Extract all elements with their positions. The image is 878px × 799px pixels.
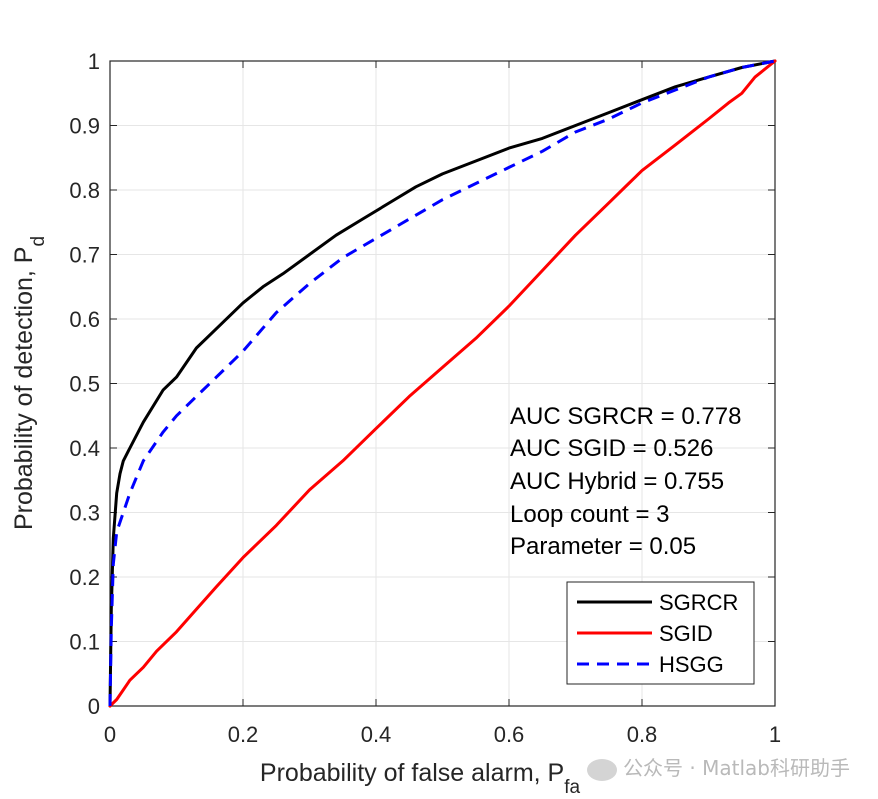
y-tick-label: 0.8 — [69, 178, 100, 203]
x-tick-label: 1 — [769, 722, 781, 747]
series-lines — [108, 59, 777, 708]
x-tick-label: 0.4 — [361, 722, 392, 747]
auc-annotations: AUC SGRCR = 0.778 AUC SGID = 0.526 AUC H… — [510, 403, 741, 560]
y-tick-label: 0.1 — [69, 630, 100, 655]
y-tick-label: 0.2 — [69, 565, 100, 590]
annotation-loop-count: Loop count = 3 — [510, 501, 669, 528]
y-tick-label: 1 — [88, 49, 100, 74]
y-tick-label: 0.4 — [69, 436, 100, 461]
x-tick-label: 0.6 — [494, 722, 525, 747]
y-tick-label: 0.3 — [69, 501, 100, 526]
annotation-parameter: Parameter = 0.05 — [510, 533, 696, 560]
series-line-sgrcr — [108, 59, 777, 708]
axis-ticks: 0 0.2 0.4 0.6 0.8 1 0 0.1 0.2 0.3 0.4 0.5 0.6 0.7 0.8 0… — [69, 49, 781, 747]
y-axis-label-subscript: d — [28, 236, 49, 247]
annotation-auc-sgrcr: AUC SGRCR = 0.778 — [510, 403, 741, 430]
y-tick-label: 0 — [88, 694, 100, 719]
y-axis-label-main: Probability of detection, P — [10, 247, 38, 531]
wechat-icon — [587, 758, 618, 781]
x-tick-label: 0.2 — [228, 722, 259, 747]
y-tick-label: 0.7 — [69, 243, 100, 268]
y-tick-label: 0.6 — [69, 307, 100, 332]
watermark: 公众号 · Matlab科研助手 — [587, 752, 850, 781]
legend: SGRCR SGID HSGG — [566, 581, 755, 685]
y-tick-label: 0.5 — [69, 372, 100, 397]
legend-label-hsgg: HSGG — [659, 652, 724, 677]
x-tick-label: 0.8 — [627, 722, 658, 747]
series-line-sgid — [108, 59, 777, 708]
legend-label-sgrcr: SGRCR — [659, 590, 738, 615]
y-axis-label: Probability of detection, Pd — [10, 236, 49, 530]
x-axis-label-main: Probability of false alarm, P — [260, 759, 564, 787]
series-line-hsgg — [108, 59, 776, 707]
y-tick-label: 0.9 — [69, 114, 100, 139]
legend-label-sgid: SGID — [659, 621, 713, 646]
watermark-text: 公众号 · Matlab科研助手 — [623, 756, 850, 780]
annotation-auc-sgid: AUC SGID = 0.526 — [510, 435, 713, 462]
x-axis-label: Probability of false alarm, Pfa — [260, 759, 581, 798]
annotation-auc-hybrid: AUC Hybrid = 0.755 — [510, 468, 724, 495]
x-axis-label-subscript: fa — [564, 777, 580, 798]
x-tick-label: 0 — [104, 722, 116, 747]
